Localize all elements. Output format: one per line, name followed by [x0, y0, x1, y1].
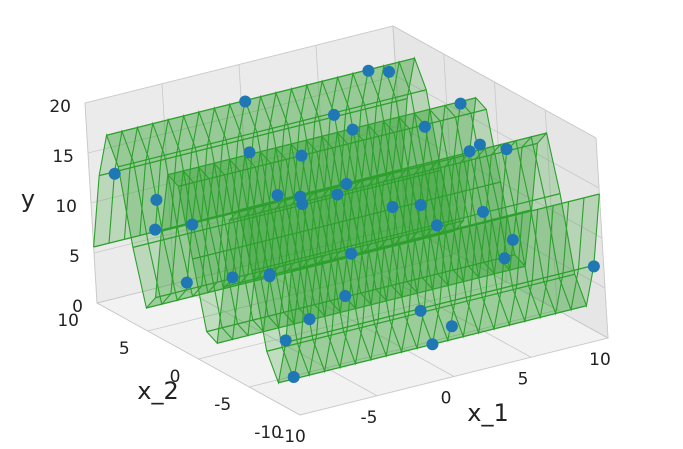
data-point [327, 108, 340, 121]
surface-wire [123, 125, 323, 378]
data-point [477, 205, 490, 218]
z-tick-label: 20 [49, 97, 71, 117]
grid-line [84, 25, 394, 104]
x-axis-label: x_1 [467, 399, 508, 427]
y-tick-label: -5 [214, 395, 231, 415]
data-point [506, 233, 519, 246]
data-point [386, 200, 399, 213]
x-tick-label: -10 [278, 427, 306, 447]
z-tick-label: 15 [52, 147, 74, 167]
surface-wire [370, 63, 570, 316]
surface-wire [200, 106, 400, 358]
data-point [454, 97, 467, 110]
data-point [263, 270, 276, 283]
scatter [108, 64, 600, 383]
y-tick-label: 0 [170, 367, 181, 387]
x-tick-label: 0 [441, 389, 452, 409]
data-point [414, 198, 427, 211]
data-point [346, 123, 359, 136]
data-point [180, 276, 193, 289]
data-point [186, 218, 199, 231]
surface-wire [170, 113, 369, 366]
surface-wire [231, 98, 431, 351]
data-point [226, 271, 239, 284]
data-point [463, 145, 476, 158]
grid-line [249, 309, 558, 388]
data-point [345, 247, 358, 260]
data-point [279, 334, 292, 347]
grid-line [404, 225, 609, 339]
grid-line [392, 25, 597, 139]
data-point [498, 252, 511, 265]
data-point [339, 289, 352, 302]
surface-wire [185, 110, 385, 362]
grid-line [90, 125, 400, 204]
data-point [295, 149, 308, 162]
data-point [239, 95, 252, 108]
y-tick-label: -10 [254, 423, 282, 443]
x-tick-label: 10 [589, 350, 611, 370]
data-point [296, 198, 309, 211]
data-point [473, 138, 486, 151]
z-axis-label: y [21, 185, 35, 213]
data-point [331, 188, 344, 201]
z-tick-label: 5 [69, 247, 80, 267]
surface-wire [216, 102, 416, 355]
data-point [500, 143, 513, 156]
data-point [587, 260, 600, 273]
surface-wire [139, 121, 339, 374]
surface-wire [108, 129, 308, 382]
data-point [287, 370, 300, 383]
surface-wire [308, 79, 508, 331]
y-tick-label: 10 [57, 311, 79, 331]
data-point [445, 320, 458, 333]
grid-line [299, 337, 609, 416]
data-point [430, 219, 443, 232]
grid-line [395, 75, 600, 189]
data-point [426, 338, 439, 351]
surface-wire [93, 133, 292, 385]
data-point [303, 313, 316, 326]
surface-wire [247, 94, 446, 347]
data-point [340, 178, 353, 191]
surface [93, 56, 600, 385]
data-point [383, 65, 396, 78]
surface-wire [385, 59, 585, 312]
surface-wire [401, 56, 600, 308]
data-point [243, 146, 256, 159]
data-point [418, 120, 431, 133]
surface-wire [262, 90, 462, 343]
x-tick-label: -5 [361, 408, 378, 428]
data-point [149, 223, 162, 236]
x-tick-label: 5 [518, 369, 529, 389]
data-point [362, 64, 375, 77]
data-point [414, 304, 427, 317]
surface-wire [277, 86, 477, 339]
z-tick-label: 0 [72, 297, 83, 317]
surface-wire [354, 67, 554, 320]
grid-line [87, 75, 397, 154]
z-tick-label: 10 [55, 197, 77, 217]
surface-wire [154, 117, 354, 370]
data-point [271, 189, 284, 202]
y-tick-label: 5 [119, 339, 130, 359]
data-point [108, 167, 121, 180]
data-point [150, 193, 163, 206]
y-axis-label: x_2 [137, 377, 178, 405]
